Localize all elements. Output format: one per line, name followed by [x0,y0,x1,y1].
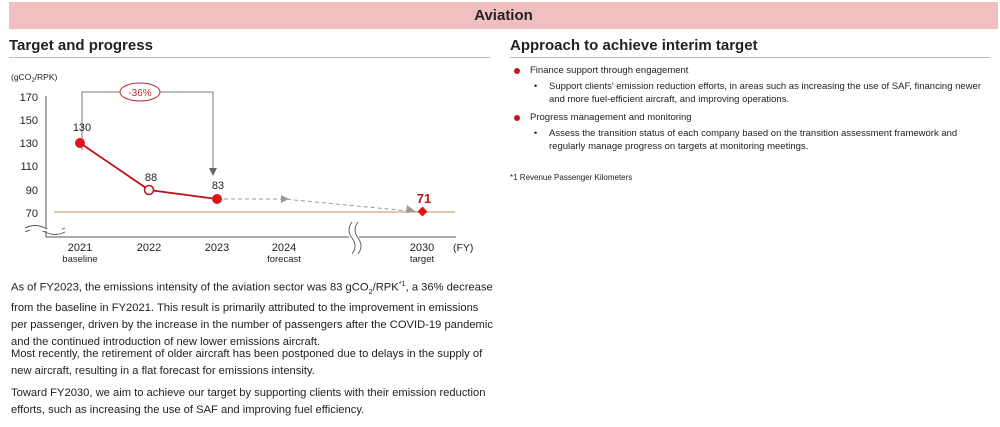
point-2021 [75,138,85,148]
y-axis-ticks: 170 150 130 110 90 70 [20,92,38,220]
svg-text:2021: 2021 [68,242,92,254]
approach-item-label: Finance support through engagement [530,65,689,76]
x-axis-sublabels: baseline forecast target [62,254,434,265]
emissions-intensity-chart: (gCO2/RPK) 170 150 130 110 90 70 2021 20… [11,72,473,265]
y-axis-unit: (gCO2/RPK) [11,72,57,84]
approach-item-label: Progress management and monitoring [530,112,692,123]
section-banner: Aviation [9,2,998,29]
approach-subitem-text: Support clients' emission reduction effo… [549,81,982,105]
svg-text:target: target [410,254,435,265]
svg-text:170: 170 [20,92,38,104]
svg-text:2024: 2024 [272,242,296,254]
svg-text:130: 130 [73,122,91,134]
point-2022 [143,184,155,196]
svg-text:130: 130 [20,138,38,150]
forecast-arrow-icon [281,195,289,203]
svg-text:-36%: -36% [128,88,151,99]
x-axis-break-icon [348,221,356,255]
bullet-icon: • [534,81,538,91]
red-bullet-icon [514,115,520,121]
x-axis-labels: 2021 2022 2023 2024 2030 [68,242,434,254]
svg-text:2023: 2023 [205,242,229,254]
svg-text:90: 90 [26,185,38,197]
approach-item: Progress management and monitoring [510,111,990,125]
target-diamond-icon [417,206,428,217]
approach-list: Finance support through engagement • Sup… [510,64,990,158]
approach-subitem-text: Assess the transition status of each com… [549,128,958,152]
svg-text:88: 88 [145,172,157,184]
summary-paragraph-2: Most recently, the retirement of older a… [11,348,483,377]
forecast-arrow-icon [406,205,415,213]
target-value-label: 71 [417,191,431,206]
svg-text:83: 83 [212,180,224,192]
bullet-icon: • [534,128,538,138]
reduction-badge [119,82,161,102]
data-labels: 130 88 83 [73,122,224,192]
svg-text:70: 70 [26,208,38,220]
point-2023 [212,194,222,204]
approach-subitem: • Assess the transition status of each c… [510,127,990,153]
footnote: *1 Revenue Passenger Kilometers [510,173,633,182]
svg-text:150: 150 [20,115,38,127]
target-progress-title: Target and progress [9,37,490,58]
arrow-down-icon [209,168,217,176]
svg-text:2030: 2030 [410,242,434,254]
svg-text:baseline: baseline [62,254,97,265]
svg-text:2022: 2022 [137,242,161,254]
svg-text:forecast: forecast [267,254,301,265]
red-bullet-icon [514,68,520,74]
approach-item: Finance support through engagement [510,64,990,78]
x-axis-unit: (FY) [453,242,473,254]
approach-subitem: • Support clients' emission reduction ef… [510,80,990,106]
summary-paragraph-3: Toward FY2030, we aim to achieve our tar… [11,387,486,416]
summary-paragraph-1: As of FY2023, the emissions intensity of… [11,279,493,348]
approach-title: Approach to achieve interim target [510,37,990,58]
svg-text:110: 110 [20,161,38,173]
forecast-line [217,198,421,213]
